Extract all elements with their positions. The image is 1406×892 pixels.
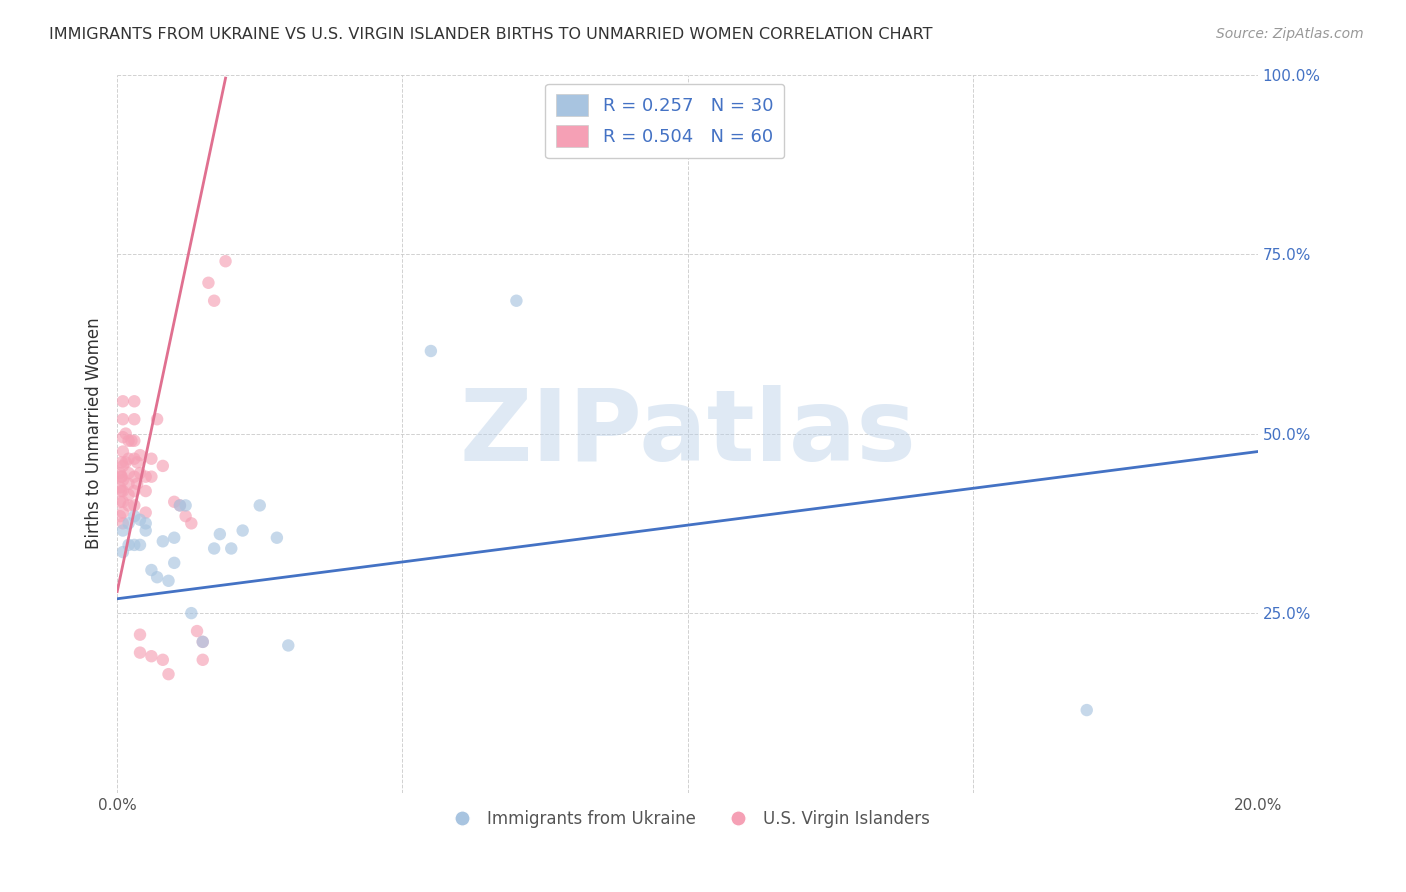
Point (141, 469, 163, 483)
Point (419, 343, 441, 358)
Point (108, 495, 131, 509)
Point (111, 506, 134, 520)
Point (117, 434, 139, 448)
Point (117, 516, 139, 531)
Point (124, 394, 146, 409)
Point (135, 483, 157, 498)
Point (111, 444, 134, 458)
Point (124, 451, 146, 466)
Point (152, 534, 174, 549)
Point (169, 499, 191, 513)
Text: Source: ZipAtlas.com: Source: ZipAtlas.com (1216, 27, 1364, 41)
Point (129, 538, 152, 552)
Point (214, 254, 236, 268)
Point (127, 476, 149, 491)
Text: ZIPatlas: ZIPatlas (460, 385, 915, 482)
Point (108, 509, 131, 524)
Point (117, 499, 139, 513)
Point (146, 412, 169, 426)
Point (110, 469, 132, 483)
Point (169, 499, 191, 513)
Point (191, 635, 214, 649)
Point (124, 499, 146, 513)
Point (202, 293, 225, 308)
Point (163, 556, 186, 570)
Text: IMMIGRANTS FROM UKRAINE VS U.S. VIRGIN ISLANDER BIRTHS TO UNMARRIED WOMEN CORREL: IMMIGRANTS FROM UKRAINE VS U.S. VIRGIN I… (49, 27, 932, 42)
Legend: Immigrants from Ukraine, U.S. Virgin Islanders: Immigrants from Ukraine, U.S. Virgin Isl… (439, 804, 936, 835)
Point (117, 488, 139, 502)
Point (141, 649, 163, 664)
Point (249, 499, 271, 513)
Point (152, 458, 174, 473)
Point (135, 524, 157, 538)
Point (191, 635, 214, 649)
Point (129, 513, 152, 527)
Point (124, 509, 146, 524)
Point (180, 516, 202, 531)
Point (174, 509, 197, 524)
Point (141, 451, 163, 466)
Point (174, 499, 197, 513)
Point (124, 469, 146, 483)
Point (186, 624, 208, 638)
Point (124, 412, 146, 426)
Point (114, 455, 136, 469)
Point (266, 531, 288, 545)
Point (120, 434, 142, 448)
Point (111, 545, 134, 559)
Point (117, 538, 139, 552)
Point (1076, 703, 1098, 717)
Point (163, 531, 186, 545)
Y-axis label: Births to Unmarried Women: Births to Unmarried Women (86, 318, 103, 549)
Point (135, 516, 157, 531)
Point (197, 276, 219, 290)
Point (135, 506, 157, 520)
Point (117, 451, 139, 466)
Point (111, 469, 134, 483)
Point (117, 466, 139, 480)
Point (111, 473, 134, 487)
Point (111, 458, 134, 473)
Point (135, 469, 157, 483)
Point (152, 653, 174, 667)
Point (146, 570, 169, 584)
Point (111, 394, 134, 409)
Point (110, 483, 132, 498)
Point (111, 495, 134, 509)
Point (111, 524, 134, 538)
Point (108, 480, 131, 494)
Point (124, 538, 146, 552)
Point (111, 430, 134, 444)
Point (157, 667, 180, 681)
Point (127, 455, 149, 469)
Point (202, 541, 225, 556)
Point (505, 293, 527, 308)
Point (111, 412, 134, 426)
Point (208, 527, 231, 541)
Point (111, 455, 134, 469)
Point (129, 628, 152, 642)
Point (157, 574, 180, 588)
Point (163, 495, 186, 509)
Point (141, 563, 163, 577)
Point (219, 541, 242, 556)
Point (111, 483, 134, 498)
Point (232, 524, 254, 538)
Point (129, 646, 152, 660)
Point (129, 448, 152, 462)
Point (191, 653, 214, 667)
Point (180, 606, 202, 620)
Point (108, 466, 131, 480)
Point (124, 434, 146, 448)
Point (111, 516, 134, 531)
Point (124, 483, 146, 498)
Point (114, 426, 136, 441)
Point (277, 639, 299, 653)
Point (117, 476, 139, 491)
Point (129, 466, 152, 480)
